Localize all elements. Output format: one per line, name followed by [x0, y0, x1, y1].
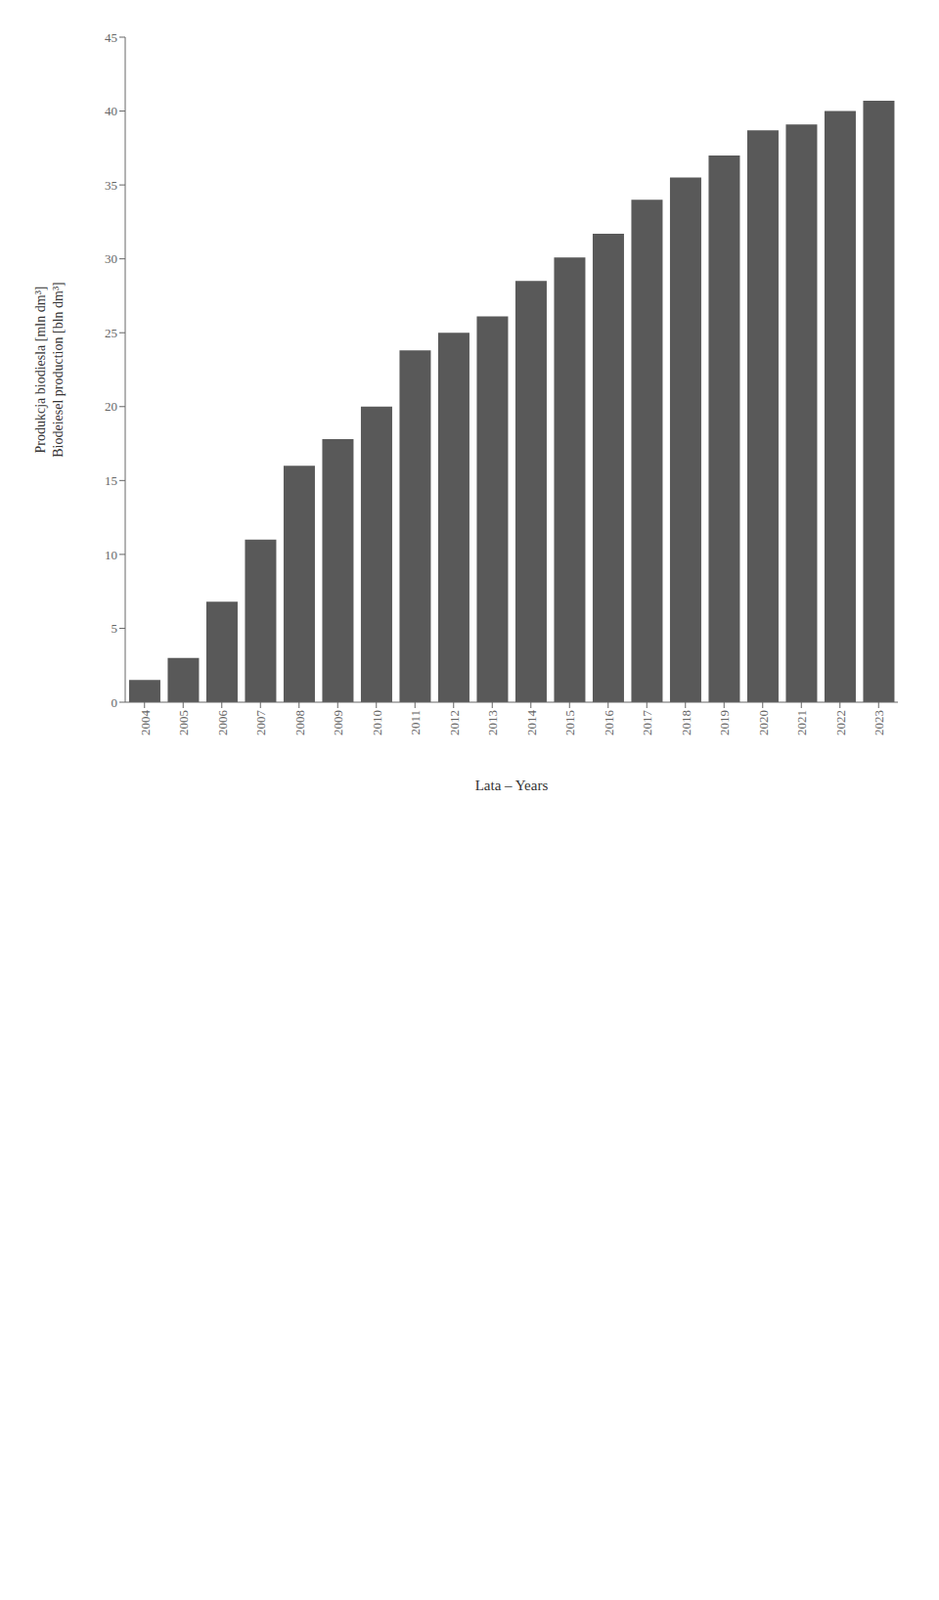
svg-text:Produkcja biodiesla [mln dm³]B: Produkcja biodiesla [mln dm³]Biodeiesel …	[33, 281, 66, 458]
svg-text:2017: 2017	[639, 710, 655, 737]
svg-text:Lata – Years: Lata – Years	[475, 777, 549, 794]
svg-text:2005: 2005	[176, 710, 191, 736]
svg-text:20: 20	[104, 399, 118, 414]
svg-text:2023: 2023	[871, 710, 887, 736]
svg-text:2013: 2013	[485, 710, 500, 736]
svg-text:2010: 2010	[369, 710, 385, 736]
svg-text:2015: 2015	[562, 710, 578, 736]
svg-text:2006: 2006	[215, 710, 230, 737]
svg-text:2007: 2007	[253, 710, 269, 737]
svg-text:2004: 2004	[137, 710, 153, 737]
svg-text:2020: 2020	[756, 710, 771, 736]
svg-text:25: 25	[104, 325, 118, 341]
svg-text:35: 35	[104, 178, 118, 193]
svg-text:2008: 2008	[292, 710, 308, 736]
svg-text:0: 0	[111, 695, 119, 711]
svg-text:2021: 2021	[794, 710, 809, 736]
svg-text:15: 15	[104, 473, 118, 489]
svg-text:2009: 2009	[330, 710, 346, 736]
svg-text:2019: 2019	[716, 710, 732, 736]
svg-text:5: 5	[111, 621, 119, 636]
svg-text:2012: 2012	[447, 710, 462, 736]
svg-text:30: 30	[104, 251, 118, 267]
svg-text:40: 40	[104, 103, 118, 119]
svg-text:2014: 2014	[524, 710, 539, 737]
svg-text:2011: 2011	[407, 710, 423, 736]
svg-text:2022: 2022	[833, 710, 849, 736]
svg-text:45: 45	[104, 30, 118, 45]
svg-text:2018: 2018	[678, 710, 694, 736]
svg-text:10: 10	[104, 547, 118, 563]
svg-text:2016: 2016	[601, 710, 617, 737]
